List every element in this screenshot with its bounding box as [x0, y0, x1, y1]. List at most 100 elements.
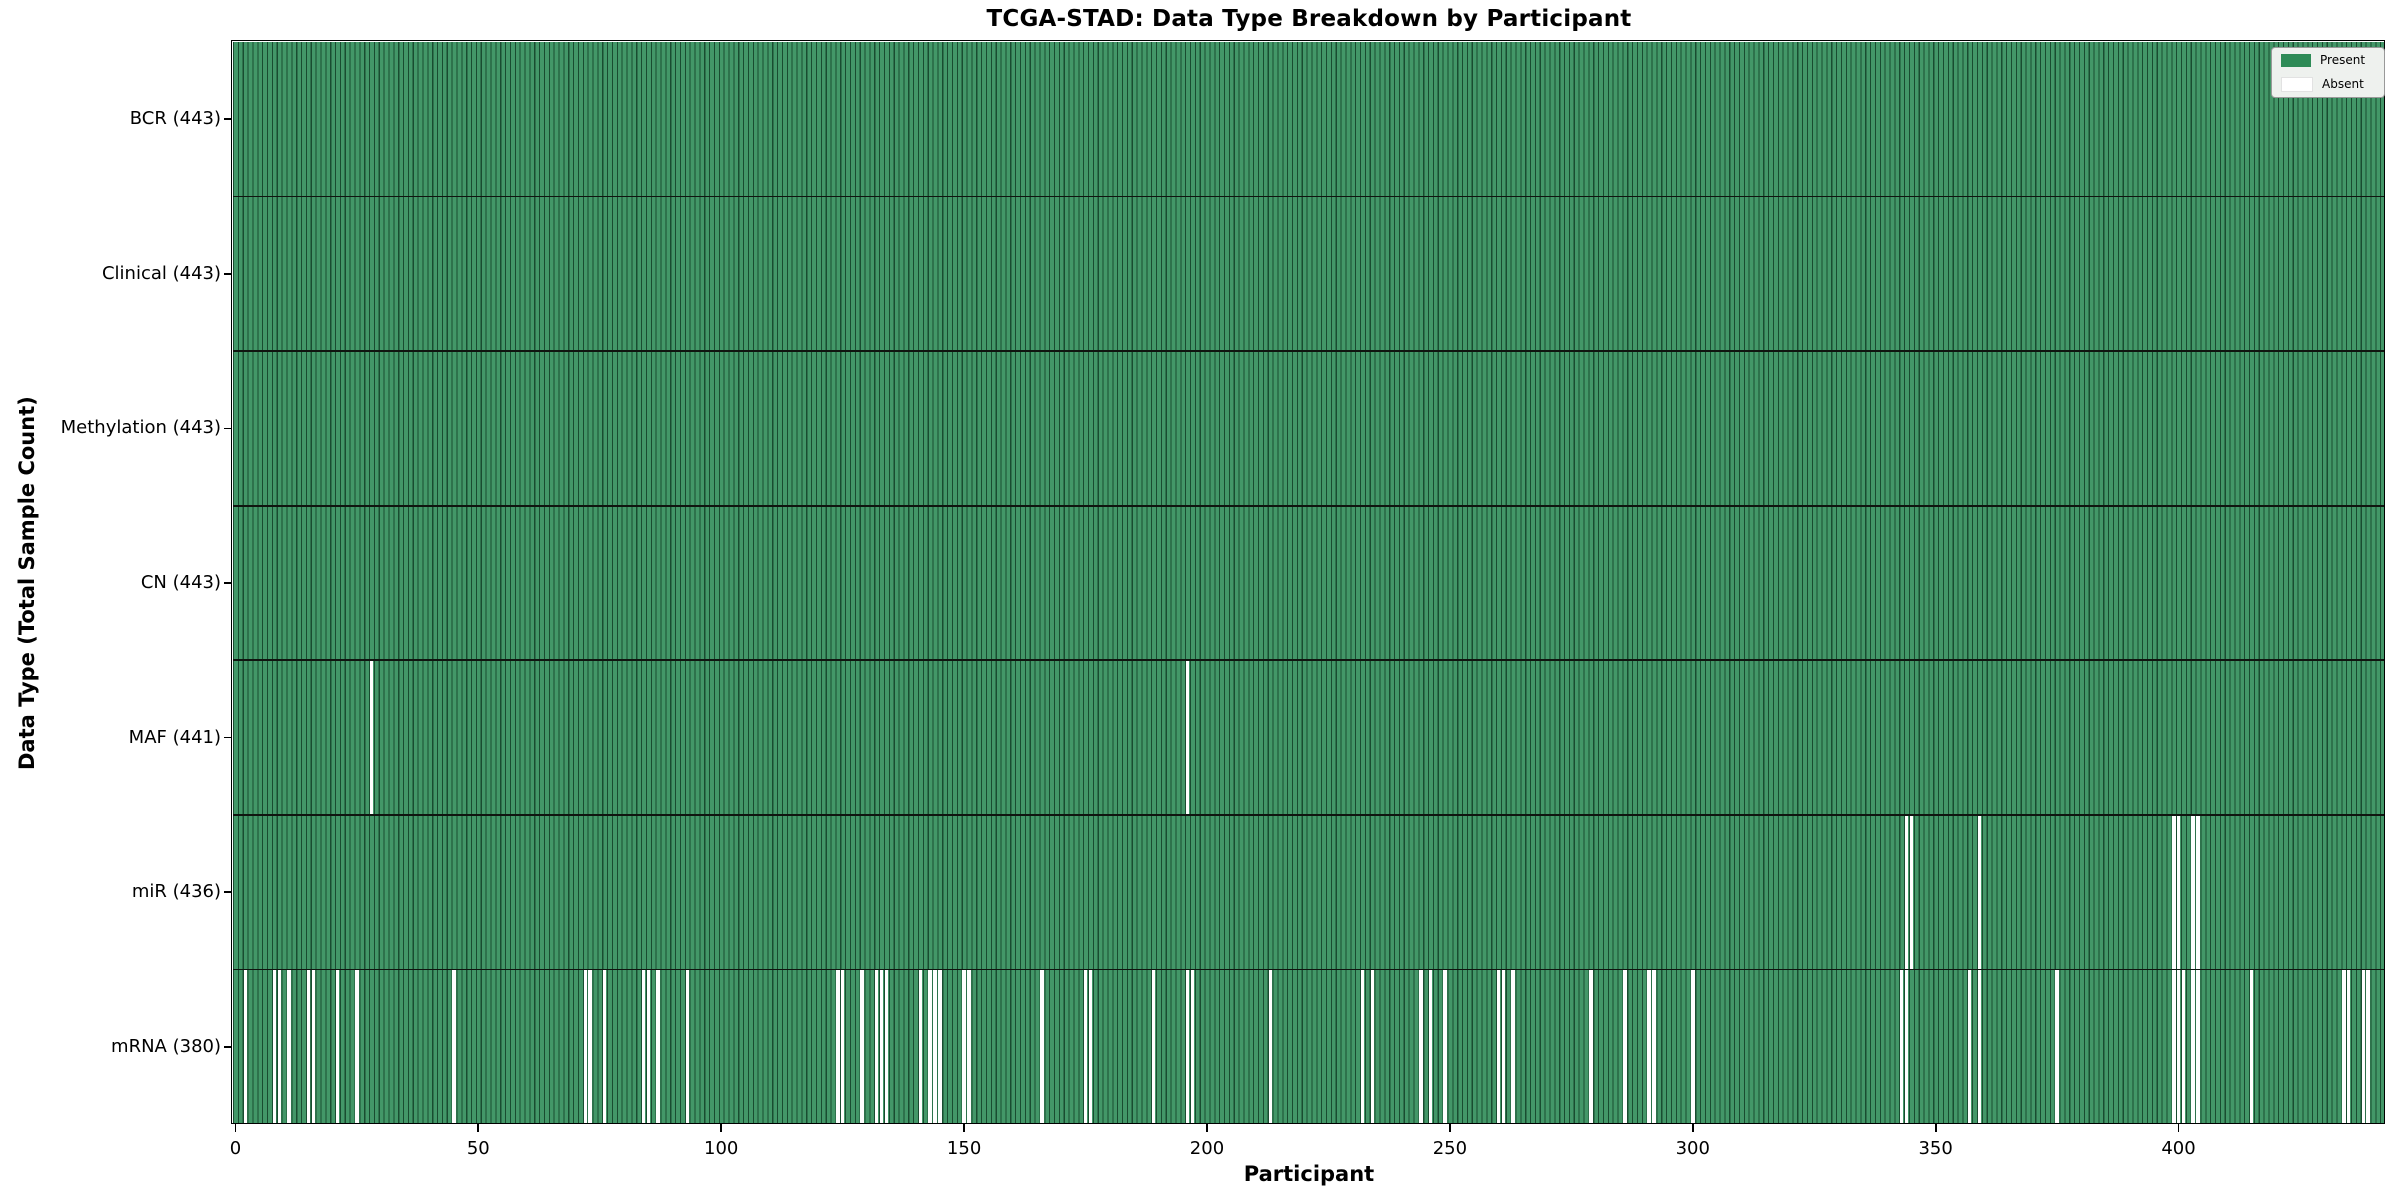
absent-mark: [1151, 969, 1156, 1124]
x-tick-label: 400: [2161, 1138, 2196, 1159]
legend-entry-present: Present: [2281, 54, 2376, 67]
absent-mark: [841, 969, 845, 1124]
absent-mark: [1268, 969, 1272, 1124]
absent-mark: [1088, 969, 1093, 1124]
absent-mark: [2249, 969, 2254, 1124]
absent-mark: [2055, 969, 2059, 1124]
chart-title: TCGA-STAD: Data Type Breakdown by Partic…: [986, 6, 1632, 32]
x-tick-label: 250: [1432, 1138, 1468, 1159]
absent-mark: [879, 969, 884, 1124]
y-tick-mark: [224, 118, 232, 121]
y-tick-mark: [224, 272, 232, 275]
absent-mark: [1185, 660, 1190, 815]
x-tick-mark: [477, 1124, 480, 1132]
absent-mark: [1977, 814, 1982, 970]
row-separator: [233, 814, 2385, 816]
absent-mark: [1190, 969, 1195, 1124]
y-tick-label: CN (443): [140, 572, 221, 593]
absent-mark: [646, 969, 651, 1124]
absent-mark: [2366, 969, 2370, 1124]
row-separator: [233, 968, 2385, 971]
x-tick-label: 50: [466, 1138, 490, 1159]
absent-mark: [2176, 814, 2181, 970]
absent-mark: [656, 969, 660, 1124]
y-tick-mark: [224, 1045, 232, 1048]
absent-mark: [2172, 969, 2176, 1124]
absent-mark: [836, 969, 840, 1124]
datatype-row-cn: [233, 505, 2385, 661]
y-tick-label: Clinical (443): [101, 262, 221, 284]
x-tick-label: 300: [1675, 1138, 1710, 1159]
absent-mark: [2176, 969, 2181, 1124]
absent-mark: [2191, 814, 2195, 970]
absent-mark: [306, 969, 311, 1124]
absent-mark: [1652, 969, 1656, 1124]
absent-mark: [1083, 969, 1088, 1124]
legend-entry-absent: Absent: [2281, 77, 2376, 92]
absent-mark: [884, 969, 889, 1124]
absent-mark: [1623, 969, 1627, 1124]
datatype-row-clinical: [233, 196, 2385, 352]
x-tick-label: 100: [704, 1138, 739, 1159]
x-tick-mark: [1206, 1124, 1208, 1132]
absent-mark: [933, 969, 937, 1124]
absent-swatch: [2281, 77, 2313, 92]
x-axis-label: Participant: [1243, 1162, 1375, 1186]
row-separator: [233, 504, 2385, 507]
row-separator: [233, 659, 2385, 662]
absent-mark: [1647, 969, 1651, 1124]
absent-mark: [918, 969, 923, 1124]
absent-mark: [641, 969, 646, 1124]
absent-mark: [287, 969, 291, 1124]
absent-mark: [272, 969, 277, 1124]
legend-label-absent: Absent: [2322, 77, 2364, 91]
y-tick-mark: [224, 736, 232, 739]
x-tick-mark: [1934, 1124, 1937, 1132]
absent-mark: [452, 969, 456, 1124]
datatype-row-maf: [233, 660, 2385, 815]
absent-mark: [1900, 969, 1904, 1124]
absent-mark: [1370, 969, 1374, 1124]
absent-mark: [311, 969, 315, 1124]
legend: Present Absent: [2271, 47, 2385, 98]
x-tick-label: 0: [229, 1138, 242, 1159]
present-swatch: [2281, 54, 2311, 67]
absent-mark: [1419, 969, 1423, 1124]
absent-mark: [1443, 969, 1447, 1124]
datatype-row-methylation: [233, 351, 2385, 506]
absent-mark: [2342, 969, 2346, 1124]
y-tick-mark: [224, 582, 232, 584]
absent-mark: [2196, 969, 2200, 1124]
datatype-row-bcr: [233, 42, 2385, 197]
absent-mark: [685, 969, 690, 1124]
absent-mark: [602, 969, 607, 1124]
absent-mark: [583, 969, 587, 1124]
row-separator: [233, 195, 2385, 198]
absent-mark: [1589, 969, 1593, 1124]
x-tick-mark: [1448, 1124, 1451, 1132]
absent-mark: [1040, 969, 1044, 1124]
absent-mark: [967, 969, 971, 1124]
y-tick-label: Methylation (443): [60, 417, 221, 439]
absent-mark: [2196, 814, 2200, 970]
legend-label-present: Present: [2320, 53, 2366, 67]
absent-mark: [938, 969, 942, 1124]
absent-mark: [875, 969, 879, 1124]
y-tick-label: mRNA (380): [111, 1035, 221, 1057]
y-tick-label: miR (436): [131, 881, 221, 903]
absent-mark: [355, 969, 359, 1124]
datatype-row-mrna: [233, 969, 2385, 1124]
x-tick-mark: [1691, 1124, 1694, 1132]
absent-mark: [369, 660, 374, 815]
x-tick-mark: [963, 1124, 965, 1132]
row-separator: [233, 350, 2385, 352]
absent-mark: [588, 969, 592, 1124]
y-tick-label: BCR (443): [129, 108, 221, 130]
absent-mark: [2346, 969, 2351, 1124]
absent-mark: [1511, 969, 1515, 1124]
datatype-row-mir: [233, 814, 2385, 970]
absent-mark: [1501, 969, 1506, 1124]
absent-mark: [277, 969, 281, 1124]
x-tick-mark: [720, 1124, 723, 1132]
